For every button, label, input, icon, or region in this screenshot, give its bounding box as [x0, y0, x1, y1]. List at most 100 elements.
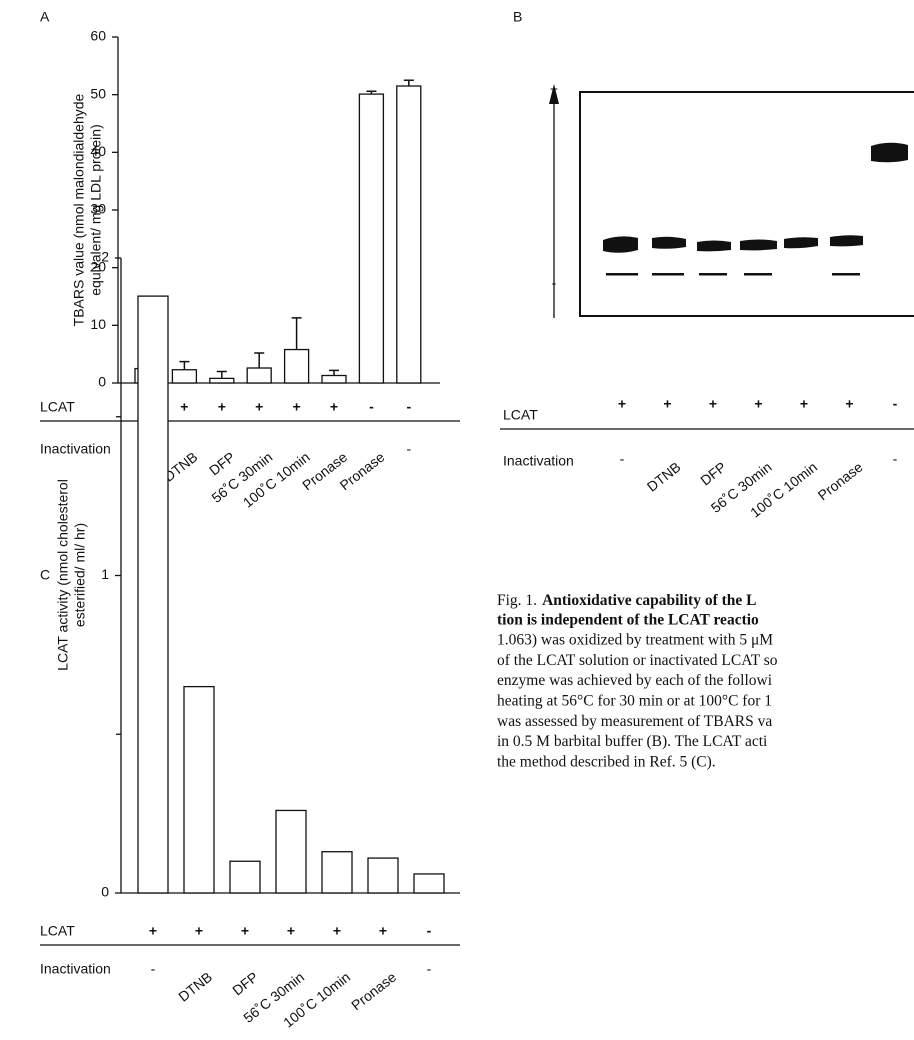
row-label: Inactivation: [40, 441, 111, 457]
y-tick-label: 10: [90, 316, 106, 332]
y-tick-label: 30: [90, 201, 106, 217]
polarity-label: +: [550, 81, 558, 97]
caption-bold: Antioxidative capability of the L: [542, 592, 756, 609]
lcat-sign: +: [255, 399, 263, 415]
row-label: LCAT: [40, 399, 75, 415]
lcat-sign: +: [149, 923, 157, 939]
lcat-sign: -: [893, 396, 898, 412]
error-bar: [404, 80, 414, 86]
lcat-sign: +: [800, 396, 808, 412]
lcat-sign: +: [333, 923, 341, 939]
lcat-sign: +: [218, 399, 226, 415]
lcat-sign: -: [369, 399, 374, 415]
band: [603, 236, 638, 252]
row-label: Inactivation: [503, 453, 574, 469]
faint-band: [699, 273, 727, 276]
bar: [172, 370, 196, 383]
bar: [230, 861, 260, 893]
lcat-sign: +: [379, 923, 387, 939]
panel-label: B: [513, 9, 522, 25]
lcat-sign: +: [845, 396, 853, 412]
error-bar: [329, 370, 339, 375]
category-label: Pronase: [815, 459, 866, 504]
y-tick-label: 50: [90, 85, 106, 101]
lcat-sign: +: [330, 399, 338, 415]
category-label: -: [406, 441, 411, 457]
lcat-sign: +: [663, 396, 671, 412]
category-label: DTNB: [175, 969, 215, 1005]
lcat-sign: -: [406, 399, 411, 415]
category-label: Pronase: [348, 969, 399, 1014]
panel-label: A: [40, 9, 50, 25]
bar: [184, 687, 214, 893]
gel-frame: [580, 92, 914, 316]
y-tick-label: 0: [101, 884, 109, 900]
category-label: -: [620, 451, 625, 467]
caption-label: Fig. 1.: [497, 592, 537, 609]
lcat-sign: +: [618, 396, 626, 412]
error-bar: [179, 362, 189, 370]
caption-line: heating at 56°C for 30 min or at 100°C f…: [497, 692, 772, 709]
faint-band: [832, 273, 860, 276]
caption-line: was assessed by measurement of TBARS va: [497, 713, 772, 730]
y-axis-label: LCAT activity (nmol cholesterol: [55, 479, 71, 671]
y-tick-label: 40: [90, 143, 106, 159]
bar: [322, 852, 352, 893]
caption-bold: tion is independent of the LCAT reactio: [497, 612, 759, 629]
category-label: DFP: [697, 459, 729, 489]
row-label: LCAT: [40, 923, 75, 939]
bar: [368, 858, 398, 893]
y-axis-label: esterified/ ml/ hr): [72, 523, 88, 627]
category-label: -: [427, 961, 432, 977]
gel-panel: [549, 84, 914, 318]
bar: [322, 376, 346, 383]
category-label: -: [893, 451, 898, 467]
caption-line: in 0.5 M barbital buffer (B). The LCAT a…: [497, 733, 768, 750]
band: [652, 237, 686, 249]
bar: [210, 378, 234, 383]
lcat-sign: +: [195, 923, 203, 939]
caption-line: the method described in Ref. 5 (C).: [497, 753, 716, 770]
lcat-sign: +: [241, 923, 249, 939]
lcat-sign: -: [427, 923, 432, 939]
y-tick-label: 0: [98, 374, 106, 390]
bar: [138, 296, 168, 893]
caption-line: of the LCAT solution or inactivated LCAT…: [497, 652, 778, 669]
faint-band: [606, 273, 638, 276]
lcat-sign: +: [287, 923, 295, 939]
caption-line: enzyme was achieved by each of the follo…: [497, 672, 773, 689]
band: [871, 143, 908, 163]
y-tick-label: 1: [101, 566, 109, 582]
bands: [603, 143, 908, 276]
bar: [414, 874, 444, 893]
caption-line: 1.063) was oxidized by treatment with 5 …: [497, 632, 773, 649]
band: [697, 241, 731, 252]
category-label: -: [151, 961, 156, 977]
lcat-sign: +: [180, 399, 188, 415]
band: [784, 237, 818, 248]
lcat-sign: +: [293, 399, 301, 415]
error-bar: [254, 353, 264, 368]
error-bar: [292, 318, 302, 350]
faint-band: [744, 273, 772, 276]
error-bar: [217, 371, 227, 378]
y-tick-label: 60: [90, 28, 106, 44]
faint-band: [652, 273, 684, 276]
row-label: Inactivation: [40, 961, 111, 977]
row-label: LCAT: [503, 407, 538, 423]
band: [830, 235, 863, 246]
category-label: DTNB: [644, 459, 684, 495]
band: [740, 240, 777, 251]
y-tick-label: 2: [101, 249, 109, 265]
panel-label: C: [40, 567, 50, 583]
bar: [397, 86, 421, 383]
bar: [359, 94, 383, 383]
category-label: DFP: [229, 969, 261, 999]
figure: ATBARS value (nmol malondialdehydeequiva…: [0, 0, 914, 1040]
polarity-label: -: [552, 275, 557, 291]
bar: [247, 368, 271, 383]
bar: [276, 810, 306, 893]
caption: Fig. 1. Antioxidative capability of the L: [497, 592, 756, 609]
y-axis-label: TBARS value (nmol malondialdehyde: [71, 93, 87, 326]
bar: [285, 350, 309, 383]
